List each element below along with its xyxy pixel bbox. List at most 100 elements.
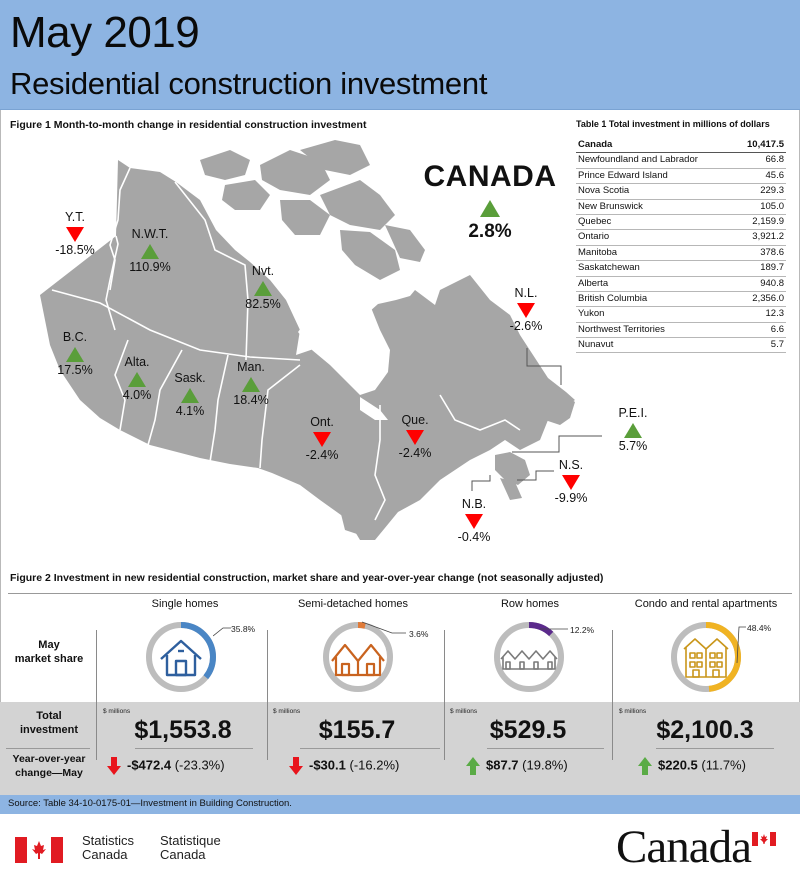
- row-value: 3,921.2: [752, 231, 784, 243]
- down-triangle-icon: [465, 514, 483, 529]
- up-triangle-icon: [141, 244, 159, 259]
- divider: [656, 748, 774, 749]
- province-man: Man. 18.4%: [216, 360, 286, 408]
- row-name: British Columbia: [578, 292, 648, 304]
- label-line: market share: [14, 653, 84, 665]
- province-nb: N.B. -0.4%: [439, 497, 509, 545]
- yoy-change: $220.5 (11.7%): [638, 757, 746, 775]
- yoy-amount: $87.7: [486, 757, 519, 773]
- apartment-building-icon: [683, 638, 729, 678]
- row-value: 10,417.5: [747, 139, 784, 150]
- national-change-value: 2.8%: [468, 221, 512, 242]
- canada-wordmark: Canada: [616, 821, 752, 873]
- category-semi-detached: Semi-detached homes: [268, 598, 438, 610]
- yoy-amount: -$30.1: [309, 757, 346, 773]
- share-label: 12.2%: [570, 625, 595, 635]
- province-abbr: N.S.: [558, 458, 584, 472]
- province-bc: B.C. 17.5%: [40, 330, 110, 378]
- yoy-pct: (-23.3%): [174, 757, 225, 773]
- total-value: $1,553.8: [134, 716, 232, 744]
- down-triangle-icon: [66, 227, 84, 242]
- org-line: Canada: [160, 847, 206, 862]
- row-value: 2,356.0: [752, 292, 784, 304]
- yoy-change: $87.7 (19.8%): [466, 757, 568, 775]
- province-abbr: Ont.: [310, 415, 334, 429]
- org-line: Statistique: [160, 833, 221, 848]
- row-name: Manitoba: [578, 246, 618, 258]
- arrow-down-icon: [289, 757, 303, 775]
- leader-line: [736, 626, 746, 664]
- label-line: Year-over-year: [12, 753, 86, 765]
- category-condo-apartments: Condo and rental apartments: [613, 598, 799, 610]
- table-row: British Columbia 2,356.0: [576, 292, 786, 308]
- share-label: 3.6%: [409, 629, 429, 639]
- row-value: 66.8: [765, 154, 785, 166]
- total-value: $529.5: [489, 716, 567, 744]
- up-triangle-icon: [181, 388, 199, 403]
- table-row: Manitoba 378.6: [576, 246, 786, 262]
- yoy-pct: (11.7%): [701, 757, 746, 773]
- header-banner: May 2019 Residential construction invest…: [0, 0, 800, 110]
- row-value: 12.3: [765, 308, 785, 320]
- divider: [300, 748, 440, 749]
- figure1-caption: Figure 1 Month-to-month change in reside…: [10, 119, 367, 131]
- total-value: $155.7: [318, 716, 396, 744]
- divider: [487, 748, 604, 749]
- province-nl: N.L. -2.6%: [491, 286, 561, 334]
- row-name: Nunavut: [578, 339, 614, 351]
- footer: [0, 814, 800, 889]
- province-change: 5.7%: [618, 439, 648, 453]
- row-name: Yukon: [578, 308, 605, 320]
- province-change: 82.5%: [245, 297, 281, 311]
- divider: [444, 630, 445, 760]
- province-change: -9.9%: [554, 491, 588, 505]
- province-change: -2.4%: [305, 448, 339, 462]
- province-abbr: Sask.: [174, 371, 206, 385]
- province-change: -0.4%: [457, 530, 491, 544]
- province-change: -2.6%: [509, 319, 543, 333]
- province-yt: Y.T. -18.5%: [40, 210, 110, 258]
- row-value: 189.7: [760, 262, 784, 274]
- province-abbr: Que.: [401, 413, 429, 427]
- province-change: -2.4%: [398, 446, 432, 460]
- arrow-down-icon: [107, 757, 121, 775]
- province-abbr: N.W.T.: [131, 227, 169, 241]
- province-pei: P.E.I. 5.7%: [598, 406, 668, 454]
- row-value: 940.8: [760, 277, 784, 289]
- table-row: Alberta 940.8: [576, 277, 786, 292]
- category-name: Condo and rental apartments: [634, 598, 778, 610]
- donut-condo-apartments: [671, 622, 741, 692]
- share-label: 35.8%: [231, 624, 256, 634]
- table-row: New Brunswick 105.0: [576, 200, 786, 215]
- house-icon: [160, 639, 202, 677]
- row-name: Ontario: [578, 231, 610, 243]
- units-label: $ millions: [273, 708, 301, 715]
- row-name: Quebec: [578, 215, 612, 227]
- table1: Canada 10,417.5 Newfoundland and Labrador…: [576, 138, 786, 354]
- divider: [267, 630, 268, 760]
- up-triangle-icon: [480, 200, 500, 217]
- down-triangle-icon: [406, 430, 424, 445]
- table-row: Northwest Territories 6.6: [576, 323, 786, 339]
- label-line: Total: [36, 710, 62, 722]
- row-name: Prince Edward Island: [578, 169, 668, 181]
- units-label: $ millions: [103, 708, 131, 715]
- province-abbr: Nvt.: [251, 264, 275, 278]
- national-name: CANADA: [423, 160, 557, 193]
- row-name: New Brunswick: [578, 200, 643, 212]
- table-row: Quebec 2,159.9: [576, 215, 786, 231]
- yoy-pct: (-16.2%): [349, 757, 400, 773]
- row-name: Saskatchewan: [578, 262, 640, 274]
- category-single-homes: Single homes: [100, 598, 270, 610]
- category-name: Row homes: [500, 598, 560, 610]
- up-triangle-icon: [254, 281, 272, 296]
- row-value: 105.0: [760, 200, 784, 212]
- row-name: Nova Scotia: [578, 185, 630, 197]
- province-abbr: N.L.: [514, 286, 538, 300]
- province-abbr: B.C.: [62, 330, 88, 344]
- semi-detached-house-icon: [331, 643, 385, 677]
- down-triangle-icon: [517, 303, 535, 318]
- divider: [8, 593, 792, 594]
- up-triangle-icon: [624, 423, 642, 438]
- donut-row-homes: [494, 622, 564, 692]
